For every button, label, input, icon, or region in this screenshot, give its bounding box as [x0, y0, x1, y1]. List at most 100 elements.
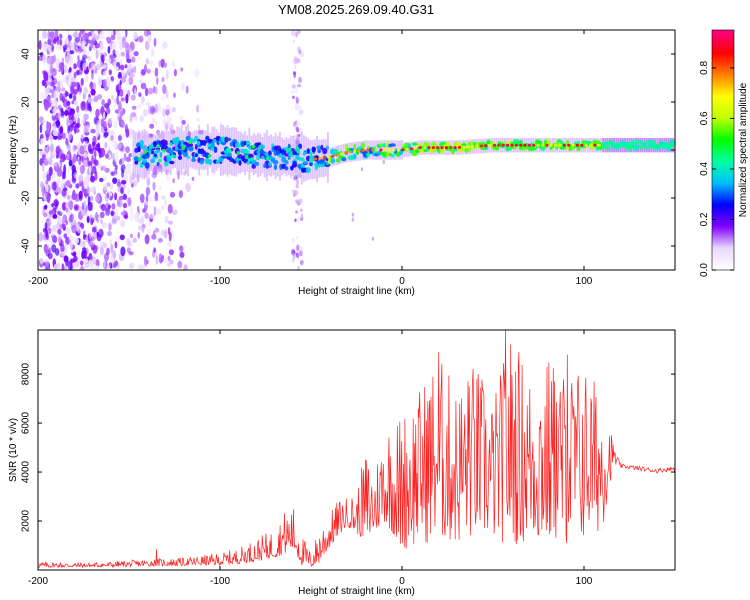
spectrogram-cell: [179, 116, 184, 122]
spectrogram-cell: [79, 145, 85, 155]
spectrogram-cell: [139, 132, 142, 178]
spectrogram-cell: [45, 133, 49, 141]
spectrogram-cell: [604, 138, 607, 153]
spectrogram-cell: [110, 76, 115, 82]
spectrogram-cell: [156, 76, 159, 85]
spectrogram-cell: [89, 43, 94, 49]
spectrogram-cell: [300, 157, 305, 162]
spectrogram-cell: [108, 117, 113, 125]
colorbar-swatch: [712, 174, 734, 177]
colorbar-swatch: [712, 32, 734, 35]
spectrogram-cell: [351, 212, 355, 217]
spectrogram-cell: [72, 32, 78, 38]
spectrogram-cell: [292, 39, 295, 44]
spectrogram-cell: [141, 95, 144, 106]
spectrogram-cell: [65, 207, 69, 213]
spectrogram-cell: [83, 159, 88, 167]
spectrogram-cell: [150, 105, 156, 115]
spectrogram-cell: [128, 251, 134, 256]
spectrogram-cell: [521, 146, 527, 151]
spectrogram-cell: [65, 226, 71, 236]
spectrogram-cell: [111, 203, 116, 210]
spectrogram-cell: [74, 237, 80, 244]
spectrogram-cell: [294, 103, 300, 111]
spectrogram-cell: [207, 159, 213, 165]
spectrogram-cell: [546, 138, 551, 145]
spectrogram-cell: [118, 195, 124, 201]
spectrogram-cell: [83, 151, 88, 159]
spectrogram-cell: [185, 85, 189, 94]
spectrogram-cell: [497, 143, 501, 147]
colorbar-swatch: [712, 256, 734, 259]
spectrogram-cell: [523, 143, 527, 147]
spectrogram-cell: [159, 151, 163, 158]
spectrogram-cell: [257, 146, 261, 151]
spectrogram-cell: [58, 62, 64, 70]
spectrogram-cell: [76, 248, 80, 258]
spectrogram-cell: [168, 220, 174, 225]
spectrogram-xtick-label: -100: [210, 276, 230, 287]
spectrogram-cell: [57, 210, 61, 216]
spectrogram-xtick-label: 0: [399, 276, 405, 287]
spectrogram-cell: [83, 127, 88, 134]
spectrogram-cell: [296, 97, 300, 104]
spectrogram-cell: [108, 222, 112, 231]
colorbar-swatch: [712, 162, 734, 165]
spectrogram-cell: [122, 209, 126, 214]
spectrogram-cell: [562, 143, 566, 147]
spectrogram-cell: [188, 140, 192, 144]
spectrogram-cell: [320, 144, 324, 151]
snr-panel: -200 -100 0 100 2000 4000 6000 8000 Height of st…: [8, 329, 676, 597]
spectrogram-cell: [72, 78, 78, 83]
spectrogram-cell: [103, 131, 109, 137]
spectrogram-cell: [115, 150, 119, 159]
spectrogram-cell: [84, 102, 88, 113]
spectrogram-cell: [268, 150, 272, 156]
spectrogram-cell: [71, 224, 77, 234]
spectrogram-cell: [122, 193, 127, 200]
spectrogram-cell: [233, 127, 235, 177]
spectrogram-cell: [299, 109, 304, 115]
snr-frame: [37, 329, 676, 571]
spectrogram-cell: [177, 155, 183, 161]
spectrogram-cell: [66, 30, 70, 36]
spectrogram-cell: [567, 143, 571, 147]
spectrogram-cell: [162, 149, 166, 153]
colorbar-swatch: [712, 188, 734, 191]
spectrogram-cell: [95, 49, 99, 60]
spectrogram-cell: [169, 160, 175, 165]
spectrogram-cell: [102, 260, 107, 269]
spectrogram-cell: [147, 228, 152, 234]
spectrogram-cell: [90, 219, 94, 226]
spectrogram-cell: [185, 182, 191, 193]
chart-title: YM08.2025.269.09.40.G31: [278, 2, 434, 17]
spectrogram-cell: [276, 135, 279, 177]
spectrogram-cell: [45, 265, 50, 270]
spectrogram-cell: [290, 90, 295, 94]
colorbar-swatch: [712, 54, 734, 57]
spectrogram-cell: [104, 141, 108, 149]
colorbar-swatch: [712, 168, 734, 171]
spectrogram-cell: [285, 137, 288, 177]
spectrogram-cell: [152, 117, 156, 124]
spectrogram-cell: [191, 176, 195, 181]
spectrogram-cell: [423, 146, 427, 150]
spectrogram-cell: [348, 150, 352, 154]
spectrogram-cell: [117, 31, 121, 38]
spectrogram-cell: [303, 160, 308, 164]
spectrogram-cell: [51, 151, 57, 158]
colorbar-tick-label: 0.0: [699, 263, 710, 277]
spectrogram-cell: [392, 148, 396, 152]
spectrogram-cell: [164, 140, 168, 147]
spectrogram-cell: [94, 231, 97, 242]
spectrogram-cell: [150, 48, 155, 57]
colorbar-swatch: [712, 180, 734, 183]
spectrogram-cell: [331, 154, 335, 158]
spectrogram-cell: [183, 264, 188, 270]
spectrogram-cell: [140, 215, 144, 225]
spectrogram-cell: [44, 87, 49, 97]
spectrogram-cell: [295, 184, 299, 189]
spectrogram-cell: [114, 66, 119, 72]
spectrogram-cell: [243, 157, 248, 164]
spectrogram-cell: [227, 148, 232, 153]
